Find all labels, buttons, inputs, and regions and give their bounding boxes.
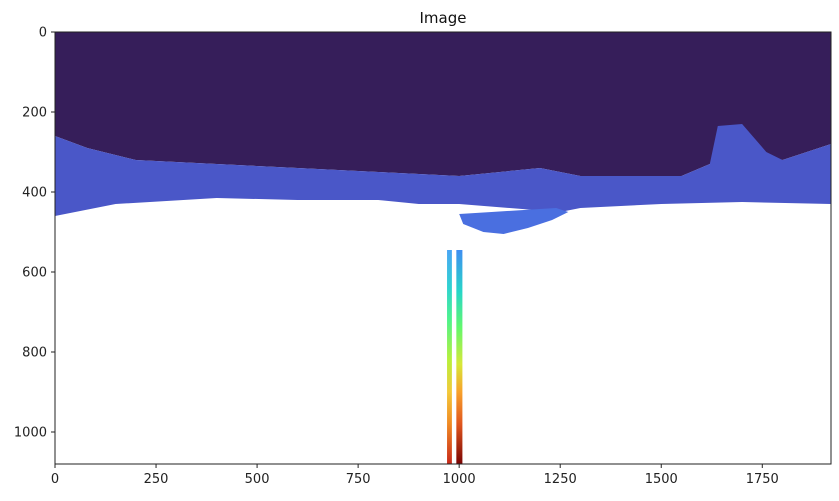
dark-upper-region bbox=[55, 32, 831, 176]
axes-frame bbox=[54, 31, 832, 465]
chart-title: Image bbox=[420, 9, 467, 27]
x-tick-label: 0 bbox=[51, 472, 59, 487]
x-tick-label: 500 bbox=[245, 472, 270, 487]
y-tick-label: 800 bbox=[22, 346, 47, 361]
right-strip bbox=[456, 250, 463, 464]
plot-layer bbox=[55, 32, 831, 464]
blue-lower-patch bbox=[459, 208, 569, 234]
blue-band bbox=[55, 124, 831, 216]
x-tick-label: 1500 bbox=[645, 472, 678, 487]
x-tick-label: 1250 bbox=[544, 472, 577, 487]
y-axis: 0 200 400 600 800 1000 bbox=[14, 26, 55, 441]
y-tick-label: 1000 bbox=[14, 426, 47, 441]
y-tick-label: 400 bbox=[22, 186, 47, 201]
left-strip bbox=[447, 250, 452, 464]
y-tick-label: 600 bbox=[22, 266, 47, 281]
x-tick-label: 1750 bbox=[746, 472, 779, 487]
x-tick-label: 750 bbox=[346, 472, 371, 487]
y-tick-label: 0 bbox=[39, 26, 47, 41]
x-axis: 0 250 500 750 1000 1250 1500 1750 bbox=[51, 464, 779, 487]
x-tick-label: 1000 bbox=[443, 472, 476, 487]
x-tick-label: 250 bbox=[144, 472, 169, 487]
y-tick-label: 200 bbox=[22, 106, 47, 121]
